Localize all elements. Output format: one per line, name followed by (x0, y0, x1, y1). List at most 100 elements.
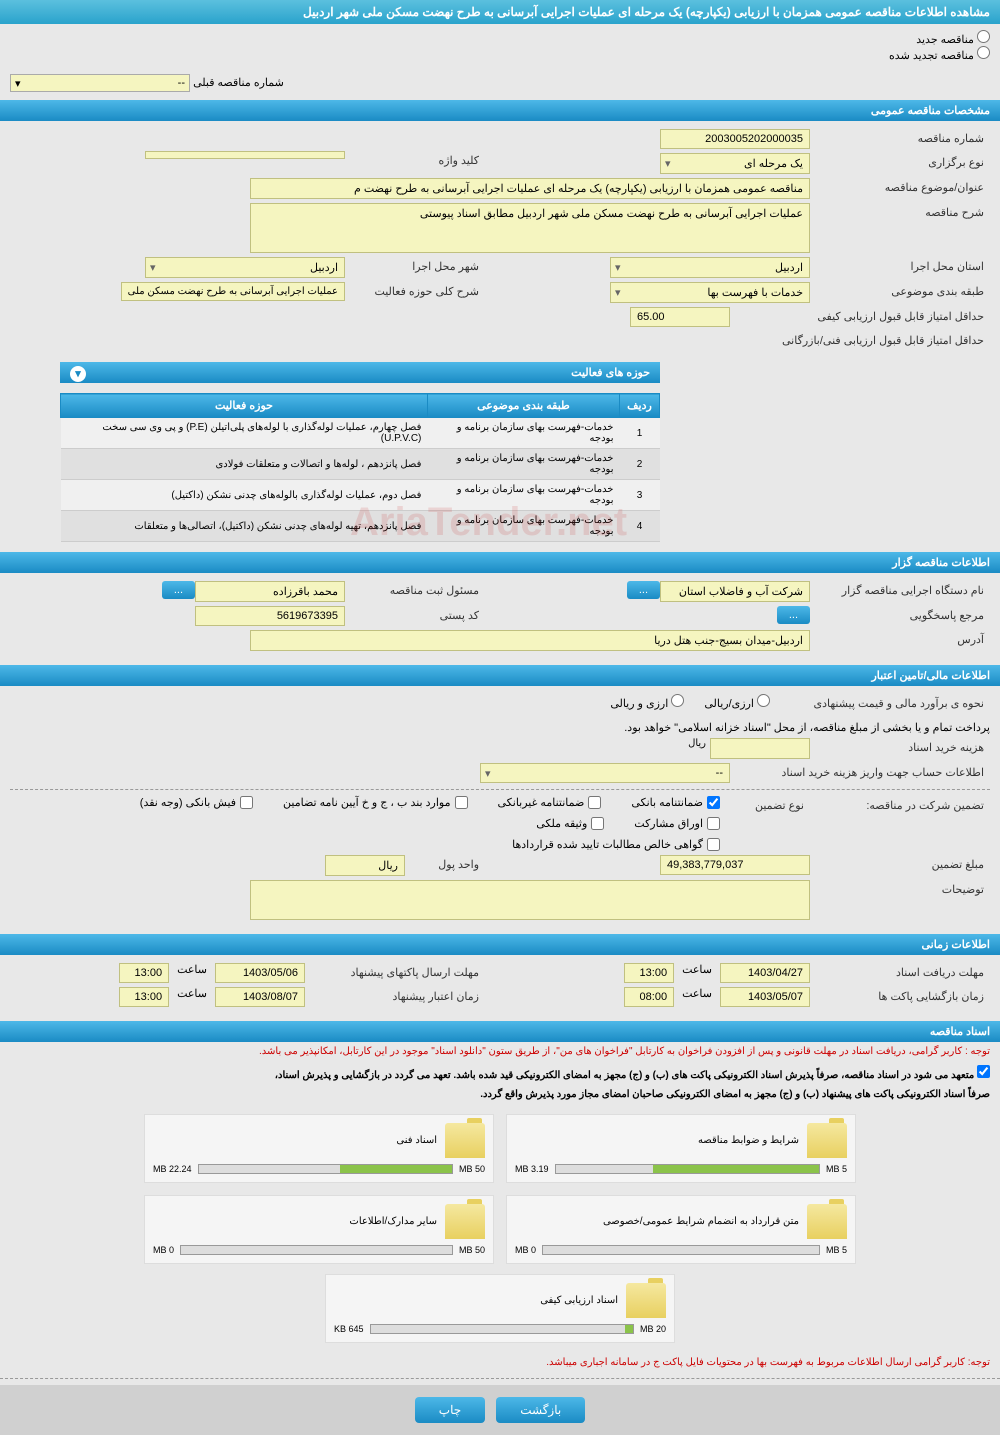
value-address[interactable]: اردبیل-میدان بسیج-جنب هتل دریا (250, 630, 810, 651)
radio-fx[interactable]: ارزی و ریالی (610, 694, 684, 710)
chk-g6[interactable]: وثیقه ملکی (536, 817, 604, 830)
radio-new[interactable]: مناقصه جدید (916, 34, 990, 46)
label-unit: واحد پول (405, 855, 485, 874)
chk-g5[interactable]: اوراق مشارکت (634, 817, 720, 830)
value-city[interactable]: اردبیل (145, 257, 345, 278)
value-open-time: 08:00 (624, 987, 674, 1007)
table-row: 4خدمات-فهرست بهای سازمان برنامه و بودجهف… (61, 511, 660, 542)
value-postal: 5619673395 (195, 606, 345, 626)
chk-g3[interactable]: موارد بند ب ، ج و خ آیین نامه تضامین (283, 796, 467, 809)
label-category: طبقه بندی موضوعی (810, 282, 990, 301)
activities-header[interactable]: حوزه های فعالیت (60, 362, 660, 383)
value-type[interactable]: یک مرحله ای (660, 153, 810, 174)
time-label-1: ساعت (674, 963, 720, 976)
time-label-4: ساعت (169, 987, 215, 1000)
activities-table: ردیف طبقه بندی موضوعی حوزه فعالیت 1خدمات… (60, 393, 660, 542)
back-button[interactable]: بازگشت (496, 1397, 585, 1423)
value-open-date: 1403/05/07 (720, 987, 810, 1007)
print-button[interactable]: چاپ (415, 1397, 485, 1423)
label-amount: مبلغ تضمین (810, 855, 990, 874)
table-row: 1خدمات-فهرست بهای سازمان برنامه و بودجهف… (61, 418, 660, 449)
label-mintech: حداقل امتیاز قابل قبول ارزیابی فنی/بازرگ… (730, 331, 990, 350)
label-minqual: حداقل امتیاز قابل قبول ارزیابی کیفی (730, 307, 990, 326)
table-row: 2خدمات-فهرست بهای سازمان برنامه و بودجهف… (61, 449, 660, 480)
value-account[interactable]: -- (480, 763, 730, 783)
folder-icon (626, 1283, 666, 1318)
file-label-3: متن قرارداد به انضمام شرایط عمومی/خصوصی (515, 1216, 799, 1227)
payment-note: پرداخت تمام و یا بخشی از مبلغ مناقصه، از… (10, 717, 990, 738)
time-label-3: ساعت (169, 963, 215, 976)
chk-g7[interactable]: گواهی خالص مطالبات تایید شده قراردادها (130, 838, 720, 851)
label-guarantee: تضمین شرکت در مناقصه: (810, 796, 990, 815)
prev-tender-dropdown[interactable]: -- (10, 74, 190, 92)
radio-renewed[interactable]: مناقصه تجدید شده (889, 50, 990, 62)
notice-1: توجه : کاربر گرامی، دریافت اسناد در مهلت… (0, 1042, 1000, 1061)
label-receive: مهلت دریافت اسناد (810, 963, 990, 982)
value-scope: عملیات اجرایی آبرسانی به طرح نهضت مسکن م… (121, 282, 345, 301)
table-row: 3خدمات-فهرست بهای سازمان برنامه و بودجهف… (61, 480, 660, 511)
label-subject: عنوان/موضوع مناقصه (810, 178, 990, 197)
value-keyword[interactable] (145, 151, 345, 159)
value-send-date: 1403/05/06 (215, 963, 305, 983)
value-validity-date: 1403/08/07 (215, 987, 305, 1007)
folder-icon (445, 1204, 485, 1239)
value-number: 2003005202000035 (660, 129, 810, 149)
value-receive-time: 13:00 (624, 963, 674, 983)
folder-icon (807, 1123, 847, 1158)
value-category[interactable]: خدمات با فهرست بها (610, 282, 810, 303)
col-row: ردیف (620, 394, 660, 418)
file-box-2[interactable]: اسناد فنی 50 MB22.24 MB (144, 1114, 494, 1183)
file-box-5[interactable]: اسناد ارزیابی کیفی 20 MB645 KB (325, 1274, 675, 1343)
chk-g2[interactable]: ضمانتنامه غیربانکی (498, 796, 602, 809)
prev-tender-label: شماره مناقصه قبلی (193, 77, 284, 89)
value-receive-date: 1403/04/27 (720, 963, 810, 983)
file-label-1: شرایط و ضوابط مناقصه (515, 1135, 799, 1146)
value-desc[interactable]: عملیات اجرایی آبرسانی به طرح نهضت مسکن م… (250, 203, 810, 253)
commit-checkbox[interactable] (977, 1065, 990, 1078)
page-title: مشاهده اطلاعات مناقصه عمومی همزمان با ار… (0, 0, 1000, 24)
resp-more-button[interactable]: ... (162, 581, 195, 599)
section-financial: اطلاعات مالی/تامین اعتبار (0, 665, 1000, 686)
value-province[interactable]: اردبیل (610, 257, 810, 278)
radio-new-label: مناقصه جدید (916, 34, 974, 46)
label-open: زمان بازگشایی پاکت ها (810, 987, 990, 1006)
org-more-button[interactable]: ... (627, 581, 660, 599)
rial-label: ریال (684, 738, 710, 749)
label-validity: زمان اعتبار پیشنهاد (305, 987, 485, 1006)
label-send: مهلت ارسال پاکتهای پیشنهاد (305, 963, 485, 982)
section-timing: اطلاعات زمانی (0, 934, 1000, 955)
file-label-2: اسناد فنی (153, 1135, 437, 1146)
label-address: آدرس (810, 630, 990, 649)
label-doccost: هزینه خرید اسناد (810, 738, 990, 757)
file-label-5: اسناد ارزیابی کیفی (334, 1295, 618, 1306)
file-box-1[interactable]: شرایط و ضوابط مناقصه 5 MB3.19 MB (506, 1114, 856, 1183)
label-city: شهر محل اجرا (345, 257, 485, 276)
radio-renewed-label: مناقصه تجدید شده (889, 50, 974, 62)
time-label-2: ساعت (674, 987, 720, 1000)
label-desc: شرح مناقصه (810, 203, 990, 222)
value-subject[interactable]: مناقصه عمومی همزمان با ارزیابی (یکپارچه)… (250, 178, 810, 199)
col-cat: طبقه بندی موضوعی (427, 394, 619, 418)
label-scope: شرح کلی حوزه فعالیت (345, 282, 485, 301)
folder-icon (445, 1123, 485, 1158)
value-unit: ریال (325, 855, 405, 876)
radio-fxrial[interactable]: ارزی/ریالی (704, 694, 770, 710)
ref-more-button[interactable]: ... (777, 606, 810, 624)
file-label-4: سایر مدارک/اطلاعات (153, 1216, 437, 1227)
footer-notice: توجه: کاربر گرامی ارسال اطلاعات مربوط به… (0, 1353, 1000, 1372)
chk-g4[interactable]: فیش بانکی (وجه نقد) (140, 796, 253, 809)
value-notes[interactable] (250, 880, 810, 920)
col-scope: حوزه فعالیت (61, 394, 428, 418)
input-doccost[interactable] (710, 738, 810, 759)
tender-mode-radios: مناقصه جدید مناقصه تجدید شده (0, 24, 1000, 68)
label-responsible: مسئول ثبت مناقصه (345, 581, 485, 600)
chk-g1[interactable]: ضمانتنامه بانکی (631, 796, 720, 809)
label-type: نوع برگزاری (810, 153, 990, 172)
section-docs: اسناد مناقصه (0, 1021, 1000, 1042)
file-box-3[interactable]: متن قرارداد به انضمام شرایط عمومی/خصوصی … (506, 1195, 856, 1264)
file-box-4[interactable]: سایر مدارک/اطلاعات 50 MB0 MB (144, 1195, 494, 1264)
value-amount: 49,383,779,037 (660, 855, 810, 875)
value-minqual: 65.00 (630, 307, 730, 327)
value-responsible: محمد باقرزاده (195, 581, 345, 602)
label-number: شماره مناقصه (810, 129, 990, 148)
